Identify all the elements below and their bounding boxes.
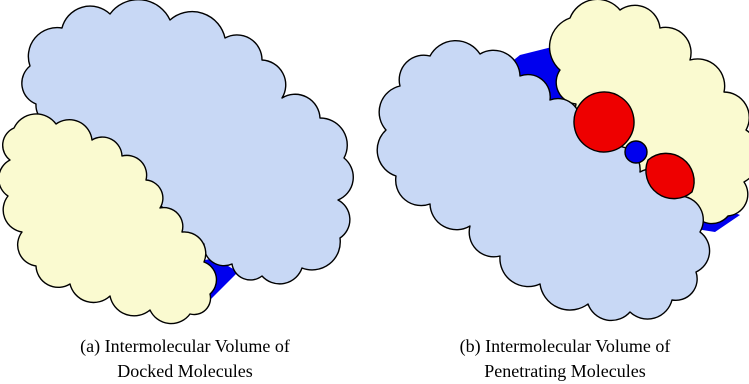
caption: Docked Molecules xyxy=(117,361,252,381)
overlap-volume xyxy=(574,92,634,152)
molecule-drawings xyxy=(0,0,749,324)
caption: (b) Intermolecular Volume of xyxy=(460,336,671,357)
intermolecular-volume xyxy=(625,141,647,163)
caption: (a) Intermolecular Volume of xyxy=(80,336,290,357)
figure: (a) Intermolecular Volume of Docked Mole… xyxy=(0,0,749,384)
caption: Penetrating Molecules xyxy=(484,361,645,381)
